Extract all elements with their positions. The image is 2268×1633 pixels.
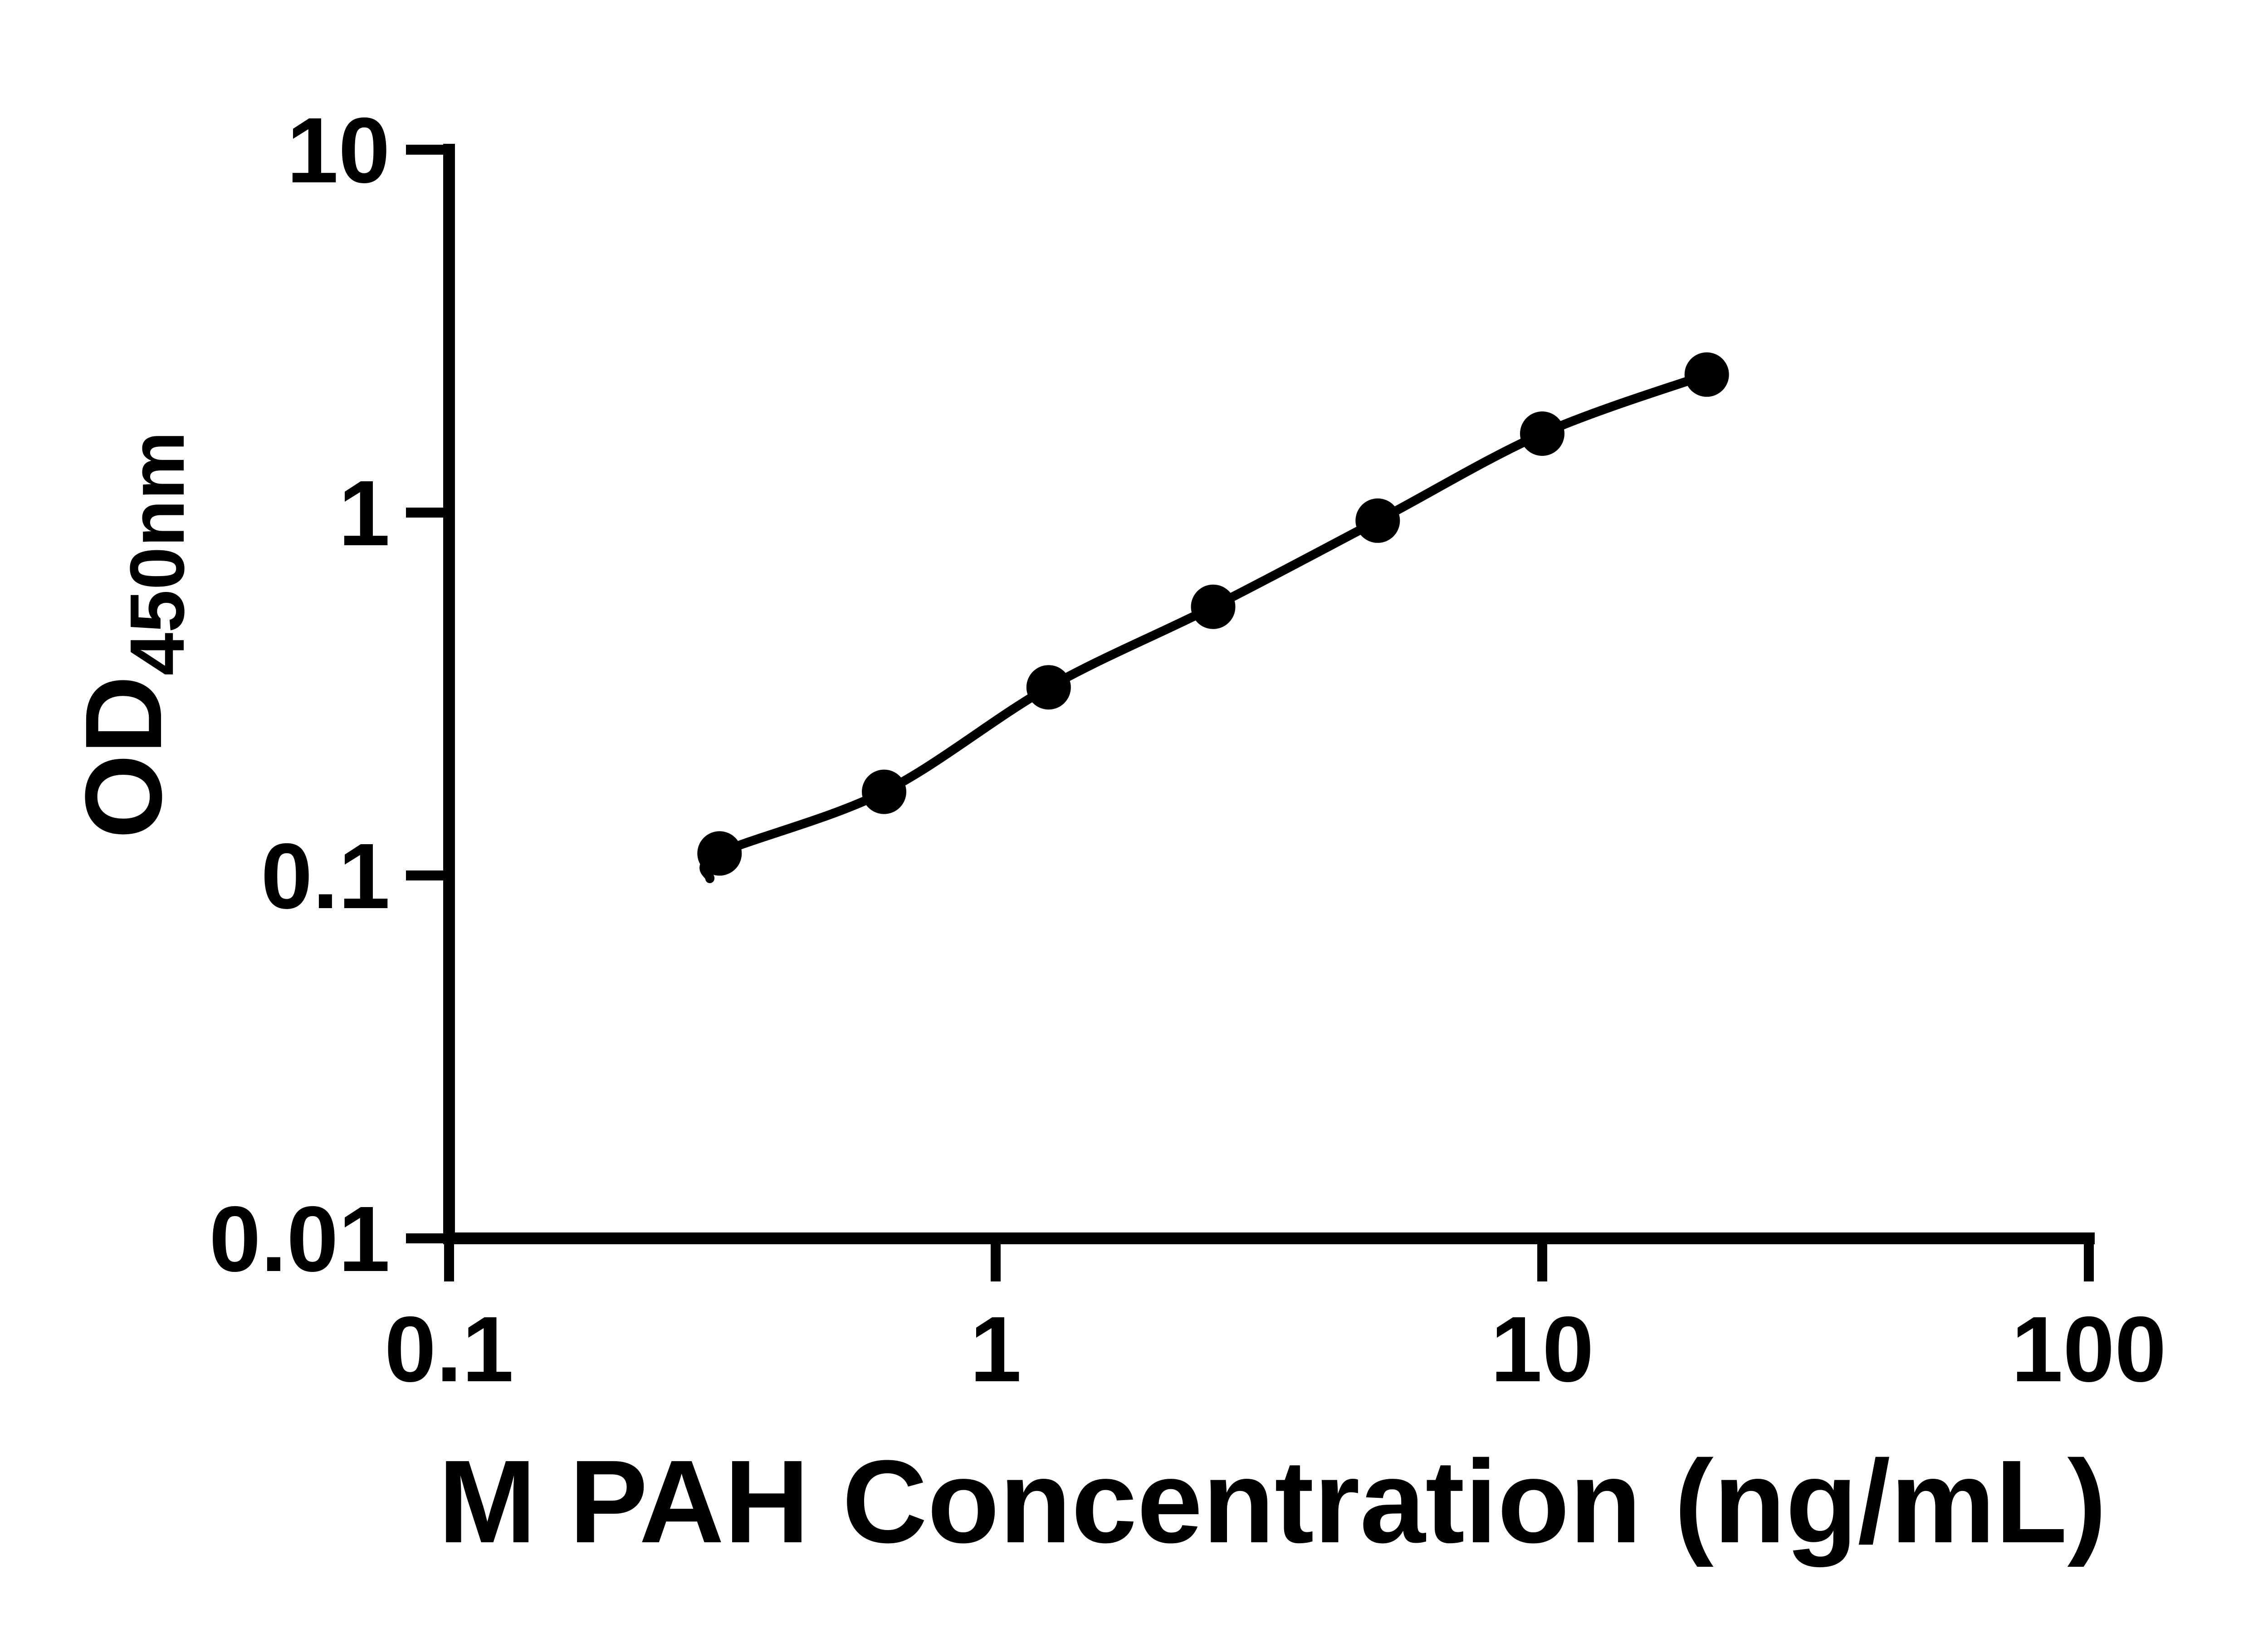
data-point [1684,352,1729,397]
x-axis-title: M PAH Concentration (ng/mL) [438,1436,2107,1568]
y-axis-title-subscript: 450nm [114,431,200,676]
x-tick-label: 0.1 [385,1297,514,1401]
data-point [1520,411,1564,456]
y-tick-label: 0.1 [261,824,390,928]
data-point [1191,584,1236,629]
data-point [1026,665,1071,710]
data-point [1355,498,1400,543]
x-tick-label: 10 [1491,1297,1594,1401]
data-point [697,831,742,876]
x-axis-tick-labels: 0.1 1 10 100 [385,1297,2167,1401]
axes [443,144,2095,1244]
x-axis-ticks [444,1238,2094,1281]
y-tick-label: 1 [338,461,390,565]
y-axis-title: OD450nm [63,431,200,839]
series-layer [697,352,1729,883]
x-tick-label: 100 [2011,1297,2166,1401]
y-axis-title-main: OD [63,675,184,839]
data-point [862,769,906,814]
y-axis-ticks [406,145,449,1243]
data-points [697,352,1729,876]
y-tick-label: 10 [287,98,390,202]
y-tick-label: 0.01 [209,1187,390,1291]
y-axis-tick-labels: 10 1 0.1 0.01 [209,98,390,1291]
x-tick-label: 1 [970,1297,1022,1401]
